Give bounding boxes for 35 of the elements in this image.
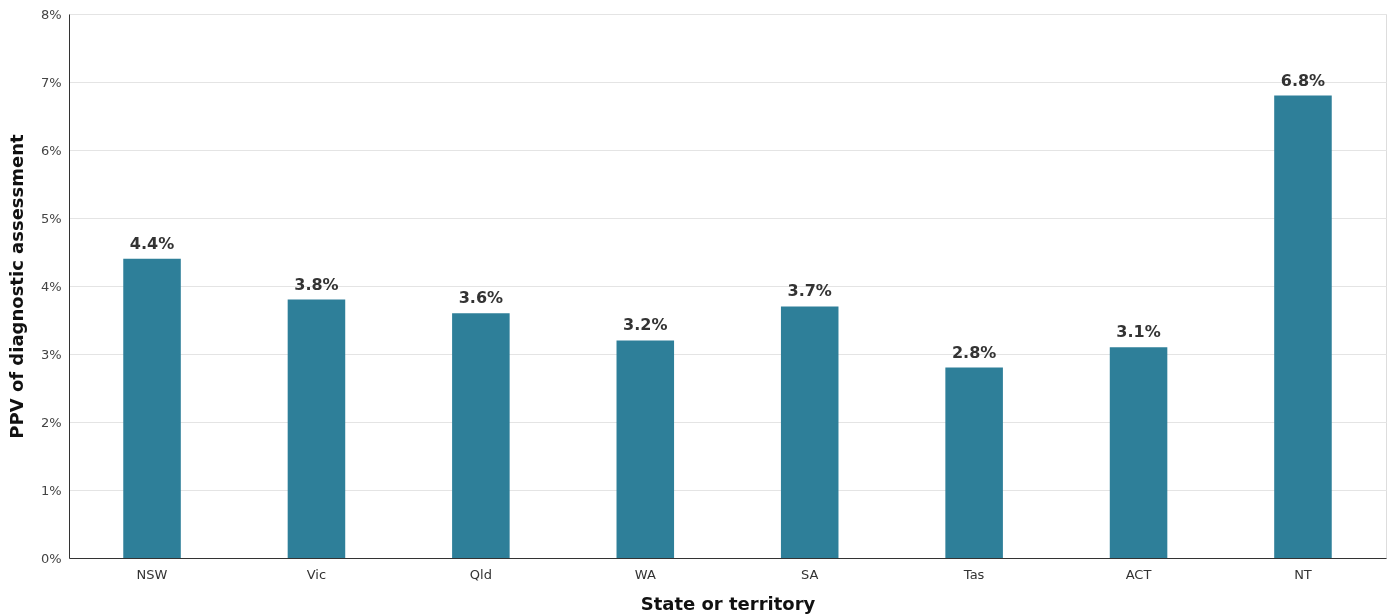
bar xyxy=(123,258,181,558)
data-label: 3.6% xyxy=(458,288,504,308)
data-label: 3.1% xyxy=(1116,322,1161,342)
bar xyxy=(945,367,1003,558)
bar xyxy=(452,313,510,558)
y-tick-label: 5% xyxy=(40,210,62,226)
y-tick-label: 0% xyxy=(40,550,62,566)
y-tick-label: 8% xyxy=(40,6,62,22)
y-tick-label: 1% xyxy=(40,482,62,498)
y-tick-label: 4% xyxy=(40,278,62,294)
data-label: 2.8% xyxy=(951,342,997,362)
x-tick-label: Qld xyxy=(469,566,492,582)
data-label: 3.8% xyxy=(294,274,339,294)
y-tick-label: 2% xyxy=(40,414,62,430)
data-label: 3.2% xyxy=(623,315,668,335)
bar xyxy=(616,340,675,558)
x-tick-label: SA xyxy=(801,566,819,582)
y-tick-label: 7% xyxy=(40,74,62,90)
x-tick-label: ACT xyxy=(1125,566,1152,582)
bar xyxy=(287,299,346,558)
y-tick-label: 3% xyxy=(40,346,62,362)
x-tick-label: Tas xyxy=(962,566,985,582)
data-label: 6.8% xyxy=(1280,70,1326,90)
data-label: 4.4% xyxy=(129,233,175,253)
x-tick-label: NT xyxy=(1294,566,1312,582)
x-tick-label: NSW xyxy=(136,566,168,582)
data-label: 3.7% xyxy=(787,281,832,301)
bar xyxy=(1109,347,1168,558)
x-tick-label: Vic xyxy=(306,566,327,582)
x-axis-title: State or territory xyxy=(640,592,816,614)
y-axis-title: PPV of diagnostic assessment xyxy=(5,133,27,439)
x-tick-label: WA xyxy=(634,566,656,582)
bar xyxy=(780,306,839,558)
bar xyxy=(1274,95,1332,558)
y-tick-label: 6% xyxy=(40,142,62,158)
